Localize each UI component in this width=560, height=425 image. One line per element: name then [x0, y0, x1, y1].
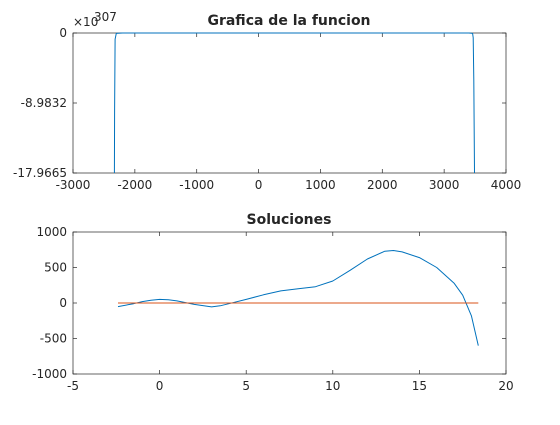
- series-lines: [113, 32, 475, 174]
- x-tick-label: 2000: [367, 178, 398, 192]
- chart-title: Grafica de la funcion: [207, 13, 370, 29]
- axis-ticks: -5 0 5 10 15 20 -1000 -500 0 500 1000: [32, 225, 514, 393]
- axis-ticks: -3000 -2000 -1000 0 1000 2000 3000 4000 -17.9665…: [13, 26, 521, 192]
- x-tick-label: 10: [325, 379, 340, 393]
- y-tick-label: -8.9832: [21, 96, 67, 110]
- series-line-0: [117, 250, 479, 346]
- exponent-base-label: ×10: [73, 15, 98, 29]
- y-tick-label: 0: [59, 26, 67, 40]
- x-tick-label: 0: [156, 379, 164, 393]
- y-tick-label: 0: [59, 296, 67, 310]
- x-tick-label: 4000: [491, 178, 522, 192]
- y-tick-label: 500: [44, 261, 67, 275]
- series-lines: [117, 250, 479, 346]
- x-tick-label: 3000: [429, 178, 460, 192]
- series-line-0: [113, 32, 475, 174]
- x-tick-label: 15: [412, 379, 427, 393]
- function-plot: Grafica de la funcion ×10 307 -3000 -2000…: [13, 10, 521, 192]
- x-tick-label: 1000: [305, 178, 336, 192]
- x-tick-label: -1000: [179, 178, 214, 192]
- plot-area: [72, 32, 507, 174]
- x-tick-label: 20: [498, 379, 513, 393]
- y-tick-label: -17.9665: [13, 166, 67, 180]
- x-tick-label: 5: [242, 379, 250, 393]
- x-tick-label: -5: [67, 379, 79, 393]
- y-tick-label: -500: [40, 332, 67, 346]
- x-tick-label: -2000: [117, 178, 152, 192]
- exponent-power-label: 307: [94, 10, 117, 24]
- solutions-plot: Soluciones -5 0 5 10 15 20 -1000 -500 0 500 1000: [32, 212, 514, 393]
- y-tick-label: -1000: [32, 367, 67, 381]
- chart-title: Soluciones: [247, 212, 332, 228]
- x-tick-label: -3000: [56, 178, 91, 192]
- x-tick-label: 0: [255, 178, 263, 192]
- y-tick-label: 1000: [36, 225, 67, 239]
